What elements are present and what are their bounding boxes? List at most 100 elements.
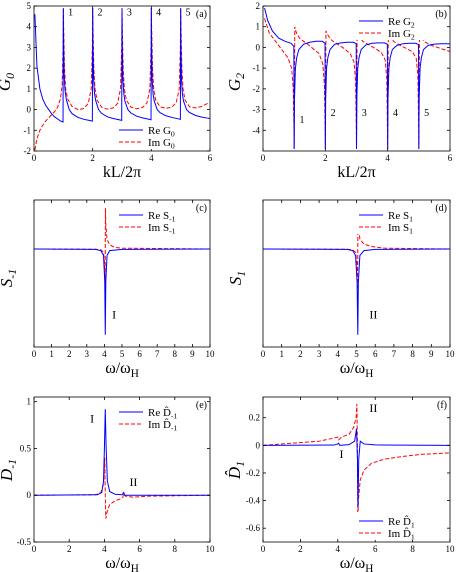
y-tick-label: -2 <box>24 146 32 156</box>
y-axis-label: S1 <box>226 271 248 285</box>
x-tick-label: 10 <box>206 349 216 359</box>
y-axis-label: D̂1 <box>225 461 247 480</box>
legend: Re D̂1Im D̂1 <box>355 512 433 542</box>
y-tick-label: -0.4 <box>246 496 261 506</box>
panel-label: (e) <box>196 400 207 411</box>
x-tick-label: 10 <box>446 349 456 359</box>
x-axis-label: ω/ωH <box>340 555 374 572</box>
x-axis-label: kL/2π <box>103 164 141 181</box>
x-tick-label: 6 <box>208 153 213 163</box>
x-tick-label: 0 <box>261 153 266 163</box>
x-tick-label: 2 <box>67 349 72 359</box>
resonance-label: 2 <box>98 7 103 18</box>
x-tick-label: 0 <box>261 544 266 554</box>
x-tick-label: 2 <box>90 153 95 163</box>
y-tick-label: 0 <box>256 42 261 52</box>
x-axis-label: ω/ωH <box>105 360 139 380</box>
resonance-label: 2 <box>331 108 336 119</box>
series-line-im <box>34 208 210 290</box>
panel-label: (f) <box>437 400 447 411</box>
legend: Re D̂-1Im D̂-1 <box>115 403 193 433</box>
peak-label: I <box>340 447 344 461</box>
x-tick-label: 0 <box>32 153 37 163</box>
legend: Re S-1Im S-1 <box>115 206 193 236</box>
y-tick-label: -3 <box>253 105 261 115</box>
y-tick-label: 5 <box>27 1 32 11</box>
legend-entry: Re S1 <box>388 210 413 224</box>
panel-c: 0 1 2 3 4 5 6 7 8 9 10 ω/ωH S-1 (c) I Re S-1Im S-1 <box>0 199 216 380</box>
y-tick-label: -0.2 <box>246 468 260 478</box>
peak-label: II <box>369 307 377 321</box>
plot-frame <box>33 5 211 152</box>
peak-label: I <box>90 411 94 425</box>
panel-label: (c) <box>196 203 207 214</box>
x-tick-label: 6 <box>137 544 142 554</box>
x-tick-label: 8 <box>173 349 178 359</box>
legend-entry: Re D̂1 <box>388 515 415 530</box>
x-tick-label: 6 <box>373 349 378 359</box>
series-line-re <box>264 7 450 149</box>
x-tick-label: 4 <box>336 544 341 554</box>
x-tick-label: 10 <box>446 544 456 554</box>
x-tick-label: 8 <box>410 349 415 359</box>
panel-label: (d) <box>435 203 447 214</box>
y-tick-label: -2 <box>253 84 261 94</box>
x-axis-label: ω/ωH <box>105 555 139 572</box>
x-tick-label: 4 <box>385 153 390 163</box>
x-tick-label: 7 <box>392 349 397 359</box>
plot-frame <box>262 396 451 543</box>
x-axis-label: ω/ωH <box>340 360 374 380</box>
y-tick-label: -0.6 <box>246 523 261 533</box>
x-tick-label: 3 <box>317 349 322 359</box>
resonance-label: 1 <box>299 115 304 126</box>
x-tick-label: 0 <box>261 349 266 359</box>
resonance-label: 1 <box>68 7 73 18</box>
legend-entry: Im S1 <box>388 222 413 236</box>
x-tick-label: 2 <box>67 544 72 554</box>
legend-entry: Re D̂-1 <box>148 406 177 421</box>
x-tick-label: 4 <box>336 349 341 359</box>
y-axis-label: G0 <box>0 73 17 91</box>
panel-label: (b) <box>435 9 447 20</box>
plot-frame <box>262 5 451 152</box>
legend-entry: Im G2 <box>388 28 415 42</box>
x-tick-label: 2 <box>298 544 303 554</box>
x-tick-label: 0 <box>32 544 37 554</box>
y-axis-label: D̂-1 <box>0 459 19 482</box>
resonance-label: 4 <box>156 7 161 18</box>
x-tick-label: 3 <box>85 349 90 359</box>
x-tick-label: 1 <box>279 349 284 359</box>
series-line-re <box>263 248 450 335</box>
series-line-re <box>34 8 210 123</box>
x-tick-label: 4 <box>102 349 107 359</box>
resonance-label: 3 <box>127 7 132 18</box>
x-tick-label: 6 <box>448 153 453 163</box>
y-tick-label: 2 <box>256 1 261 11</box>
y-tick-label: 1 <box>256 22 261 32</box>
y-tick-label: 4 <box>27 22 32 32</box>
x-tick-label: 4 <box>149 153 154 163</box>
y-tick-label: 0.5 <box>20 443 32 453</box>
legend-entry: Im D̂-1 <box>148 418 177 433</box>
x-axis-label: kL/2π <box>337 164 375 181</box>
x-tick-label: 6 <box>137 349 142 359</box>
peak-label: II <box>129 475 137 489</box>
y-axis-label: G2 <box>225 73 247 91</box>
x-tick-label: 5 <box>354 349 359 359</box>
legend-entry: Re G0 <box>148 125 175 139</box>
y-tick-label: -4 <box>253 125 261 135</box>
x-tick-label: 0 <box>32 349 37 359</box>
resonance-label: 3 <box>362 108 367 119</box>
legend-entry: Im G0 <box>148 137 175 151</box>
series-line-re <box>34 248 210 335</box>
y-tick-label: 2 <box>27 63 32 73</box>
x-tick-label: 10 <box>206 544 216 554</box>
